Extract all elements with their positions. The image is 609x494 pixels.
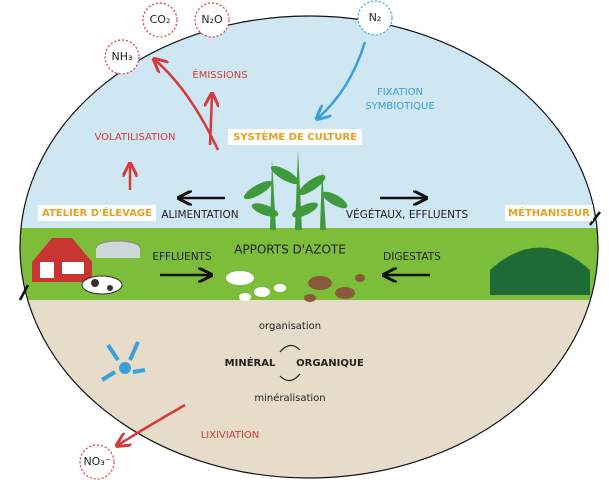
cycle-label: minéralisation	[254, 392, 325, 404]
flow-label: ALIMENTATION	[161, 209, 238, 221]
gas-circles	[79, 0, 393, 480]
flow-label: FIXATION	[377, 87, 423, 98]
gas-label: NO₃⁻	[83, 455, 110, 468]
flow-label: VÉGÉTAUX, EFFLUENTS	[346, 208, 469, 221]
cycle-label: ORGANIQUE	[296, 358, 364, 369]
cycle-arrows-small	[279, 344, 301, 382]
cycle-label: MINÉRAL	[225, 356, 276, 369]
flow-arrows	[118, 41, 430, 445]
flow-label: SYMBIOTIQUE	[365, 101, 434, 112]
flow-label: LIXIVIATION	[201, 430, 260, 441]
gas-label: N₂	[369, 11, 382, 24]
flow-label: VOLATILISATION	[95, 132, 176, 143]
plants	[243, 150, 348, 230]
cycle-outline	[19, 15, 599, 479]
cycle-arrows	[18, 211, 601, 301]
cycle-label: organisation	[259, 321, 321, 332]
box-label: MÉTHANISEUR	[508, 206, 590, 219]
flow-label: ÉMISSIONS	[192, 68, 247, 81]
box-label: SYSTÈME DE CULTURE	[233, 130, 357, 143]
center-label: APPORTS D'AZOTE	[234, 243, 346, 257]
farm-icons	[32, 238, 590, 382]
flow-label: DIGESTATS	[383, 251, 441, 263]
label-boxes	[38, 129, 593, 221]
flow-label: EFFLUENTS	[152, 251, 212, 263]
gas-label: NH₃	[112, 50, 133, 63]
gas-label: N₂O	[201, 13, 223, 26]
gas-label: CO₂	[150, 13, 171, 26]
box-label: ATELIER D'ÉLEVAGE	[42, 206, 152, 219]
